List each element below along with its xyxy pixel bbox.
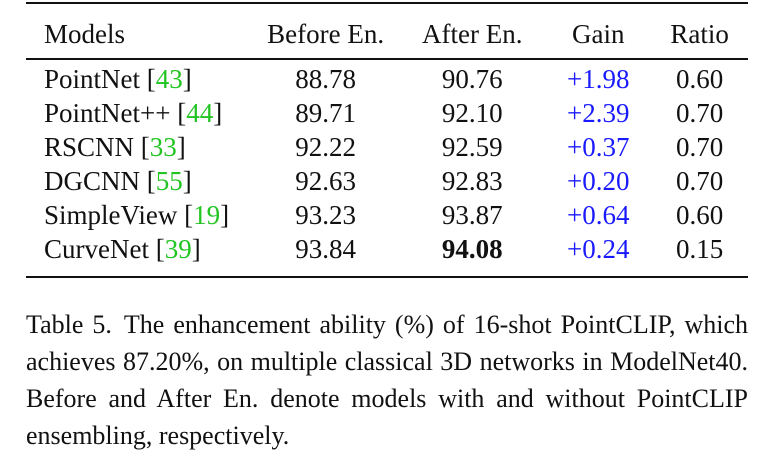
header-models: Models [44,19,125,49]
model-name: SimpleView [44,200,185,230]
table-header-row: Models Before En. After En. Gain Ratio [26,14,748,54]
citation-link[interactable]: 33 [149,132,177,162]
before-value: 93.84 [295,234,356,264]
caption-label: Table 5. [26,310,112,339]
table-caption: Table 5. The enhancement ability (%) of 1… [26,306,748,454]
before-value: 89.71 [295,98,356,128]
model-name: PointNet++ [44,98,178,128]
table-row: PointNet [43] 88.78 90.76 +1.98 0.60 [26,54,748,96]
table-row: PointNet++ [44] 89.71 92.10 +2.39 0.70 [26,96,748,130]
citation-link[interactable]: 19 [193,200,221,230]
model-cell: PointNet++ [44] [44,98,223,128]
gain-value: +0.64 [567,200,630,230]
table-header-rule [26,58,748,60]
table-top-rule [26,2,748,4]
citation-link[interactable]: 44 [186,98,214,128]
after-value: 90.76 [441,64,503,94]
gain-value: +0.24 [567,234,630,264]
ratio-value: 0.70 [676,166,724,196]
model-cell: RSCNN [33] [44,132,186,162]
table-row: DGCNN [55] 92.63 92.83 +0.20 0.70 [26,164,748,198]
model-cell: CurveNet [39] [44,234,201,264]
header-before-en: Before En. [267,19,385,49]
after-value: 93.87 [441,200,503,230]
ratio-value: 0.60 [676,200,724,230]
after-value: 92.59 [441,132,503,162]
header-ratio: Ratio [670,19,729,49]
caption-text: The enhancement ability (%) of 16-shot P… [26,310,749,450]
ratio-value: 0.15 [676,234,724,264]
before-value: 92.22 [295,132,356,162]
header-gain: Gain [572,19,625,49]
gain-value: +1.98 [567,64,630,94]
table-row: RSCNN [33] 92.22 92.59 +0.37 0.70 [26,130,748,164]
gain-value: +0.20 [567,166,630,196]
gain-value: +0.37 [567,132,630,162]
ratio-value: 0.70 [676,132,724,162]
model-name: RSCNN [44,132,141,162]
table-row: SimpleView [19] 93.23 93.87 +0.64 0.60 [26,198,748,232]
citation-link[interactable]: 39 [164,234,192,264]
table-bottom-rule [26,276,748,278]
ratio-value: 0.70 [676,98,724,128]
model-cell: PointNet [43] [44,64,192,94]
table-row: CurveNet [39] 93.84 94.08 +0.24 0.15 [26,232,748,266]
before-value: 92.63 [295,166,356,196]
header-after-en: After En. [422,19,523,49]
citation-link[interactable]: 43 [155,64,183,94]
before-value: 93.23 [295,200,356,230]
after-value-best: 94.08 [441,234,503,264]
model-name: DGCNN [44,166,147,196]
model-name: PointNet [44,64,147,94]
citation-link[interactable]: 55 [155,166,183,196]
results-table: Models Before En. After En. Gain Ratio P… [26,14,748,266]
model-cell: DGCNN [55] [44,166,192,196]
after-value: 92.10 [441,98,503,128]
model-name: CurveNet [44,234,156,264]
ratio-value: 0.60 [676,64,724,94]
gain-value: +2.39 [567,98,630,128]
model-cell: SimpleView [19] [44,200,230,230]
before-value: 88.78 [295,64,356,94]
after-value: 92.83 [441,166,503,196]
